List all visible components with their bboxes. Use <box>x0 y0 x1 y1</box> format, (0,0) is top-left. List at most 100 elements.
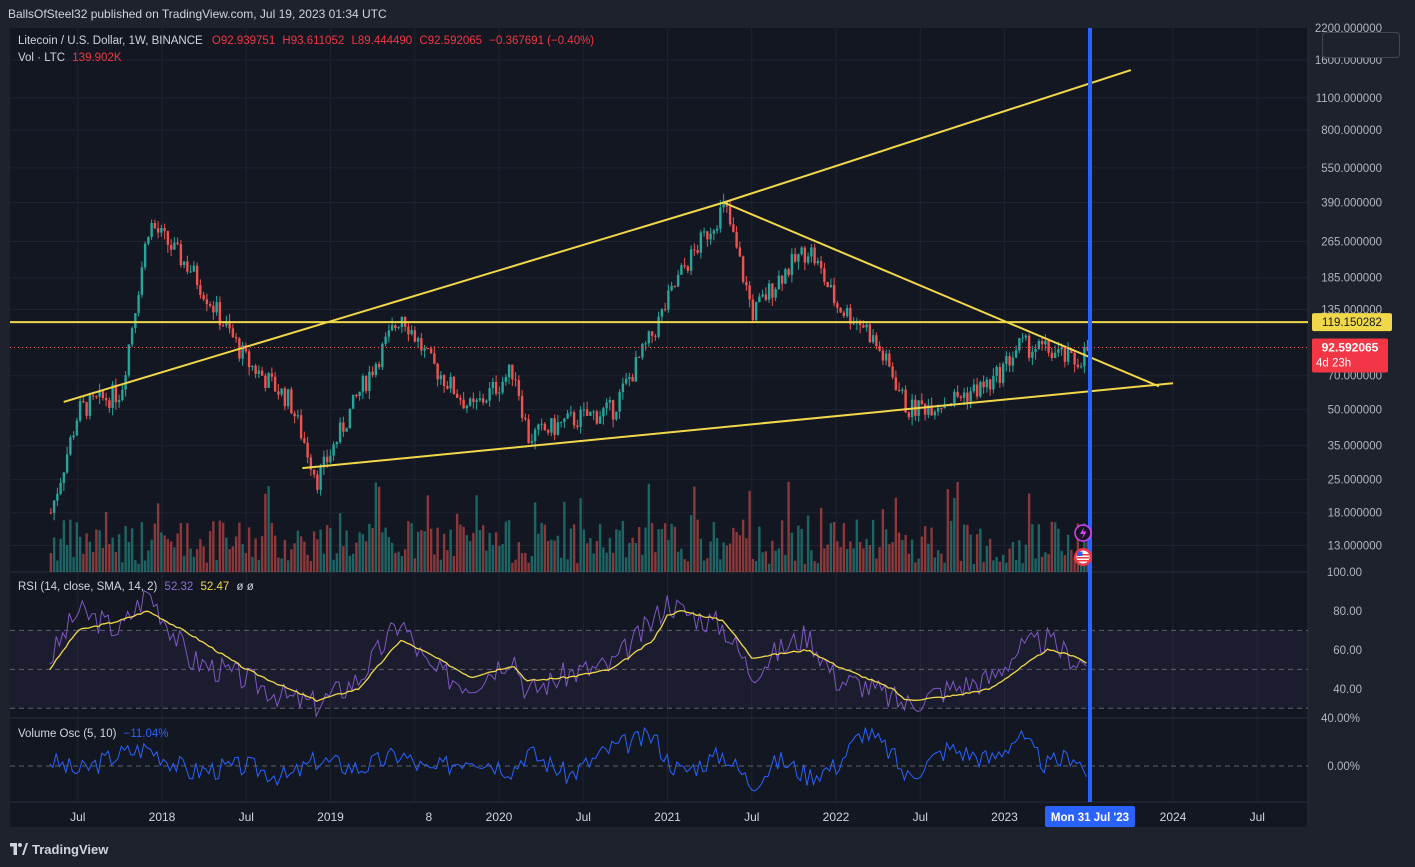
candle-body <box>1005 356 1008 364</box>
candle-body <box>868 324 872 343</box>
candle-body <box>852 323 855 325</box>
volume-bar <box>764 551 768 572</box>
candle-body <box>254 365 257 374</box>
candle-body <box>137 294 140 314</box>
volume-bar <box>244 553 248 572</box>
candle-body <box>517 380 521 397</box>
candle-body <box>186 261 189 272</box>
volume-bar <box>624 557 628 572</box>
volume-bar <box>290 549 293 572</box>
volume-bar <box>143 560 147 572</box>
volume-bar <box>407 521 410 572</box>
volume-bar <box>933 557 937 572</box>
rsi-axis[interactable]: 100.00 80.00 60.00 40.00 <box>1327 567 1362 696</box>
volume-bar <box>163 535 166 572</box>
volume-bar <box>790 532 794 572</box>
volume-bar <box>52 537 56 572</box>
crosshair-vertical-line[interactable] <box>1088 28 1092 802</box>
candle-body <box>800 247 803 255</box>
vosc-label[interactable]: Volume Osc (5, 10) <box>18 728 117 740</box>
volume-bar <box>514 559 517 572</box>
volume-label[interactable]: Vol · LTC <box>18 52 66 64</box>
rsi-tick-label: 40.00 <box>1333 684 1362 696</box>
candle-body <box>634 356 638 382</box>
candle-body <box>108 400 111 408</box>
candle-body <box>163 227 166 232</box>
volume-bar <box>56 560 59 572</box>
tradingview-logo[interactable]: TradingView <box>10 842 108 857</box>
candle-body <box>956 391 959 397</box>
candle-body <box>241 345 244 359</box>
tradingview-brand-text: TradingView <box>32 842 109 857</box>
candle-body <box>329 455 332 463</box>
volume-bar <box>325 524 329 572</box>
price-scale-settings-button[interactable] <box>1322 32 1400 58</box>
trendline[interactable] <box>723 201 1160 388</box>
candle-body <box>969 391 972 402</box>
time-tick-label: 2020 <box>486 810 513 824</box>
volume-bar <box>85 533 88 572</box>
candle-body <box>839 307 842 313</box>
volume-bar <box>995 556 998 572</box>
volume-bar <box>907 553 911 572</box>
volume-bar <box>104 511 108 572</box>
hline-price-label-bg <box>1312 313 1392 332</box>
volume-bar <box>69 519 72 572</box>
volume-bar <box>169 541 173 572</box>
volume-bar <box>758 526 761 572</box>
candle-body <box>433 353 436 364</box>
volume-bar <box>767 563 771 572</box>
candle-body <box>712 230 716 234</box>
trendline[interactable] <box>302 382 1174 470</box>
candle-body <box>715 228 719 231</box>
rsi-label[interactable]: RSI (14, close, SMA, 14, 2) <box>18 581 158 593</box>
vosc-axis[interactable]: 40.00% 0.00% <box>1321 713 1360 773</box>
candle-body <box>790 254 794 275</box>
trendline[interactable] <box>723 69 1132 204</box>
candle-body <box>631 377 634 382</box>
volume-bar <box>238 522 241 572</box>
candle-body <box>270 373 274 377</box>
volume-bar <box>761 552 764 572</box>
candle-body <box>234 337 238 339</box>
volume-bar <box>485 550 488 572</box>
us-flag-event-icon[interactable] <box>1074 548 1092 566</box>
price-axis[interactable]: 1600.000000 1100.000000 800.000000 550.0000… <box>1312 23 1392 553</box>
candle-body <box>767 283 771 300</box>
candle-body <box>745 281 748 286</box>
trendline[interactable] <box>63 201 724 403</box>
candle-body <box>589 411 592 416</box>
candle-body <box>780 275 784 284</box>
candle-body <box>95 396 98 398</box>
symbol-title[interactable]: Litecoin / U.S. Dollar, 1W, BINANCE <box>18 35 203 47</box>
time-tick-label: 2019 <box>317 810 344 824</box>
volume-bar <box>693 486 696 572</box>
time-axis[interactable]: Jul 2018 Jul 2019 8 2020 Jul 2021 Jul 2022 Jul 2023… <box>70 810 1265 824</box>
candle-body <box>361 376 365 392</box>
candle-body <box>231 328 235 338</box>
volume-bar <box>940 553 943 572</box>
publisher-text: BallsOfSteel32 published on TradingView.… <box>8 7 387 21</box>
candle-body <box>657 316 660 337</box>
volume-bar <box>524 552 527 572</box>
volume-bar <box>605 552 608 572</box>
lightning-event-icon[interactable] <box>1074 524 1092 542</box>
volume-bar <box>735 531 738 572</box>
volume-bar <box>969 534 972 572</box>
candle-body <box>936 407 940 412</box>
vosc-value: −11.04% <box>123 728 169 740</box>
candle-body <box>189 271 192 273</box>
volume-bar <box>650 523 654 572</box>
vosc-line <box>49 726 1087 792</box>
volume-bar <box>819 507 823 572</box>
volume-bar <box>348 555 352 572</box>
volume-bar <box>660 529 664 572</box>
volume-bar <box>810 550 813 572</box>
candle-body <box>322 456 326 468</box>
candle-body <box>260 370 264 376</box>
crosshair-time-label-bg <box>1045 806 1135 827</box>
rsi-extra-values: ø ø <box>236 581 254 593</box>
volume-bar <box>920 536 924 572</box>
volume-bar <box>455 513 459 572</box>
